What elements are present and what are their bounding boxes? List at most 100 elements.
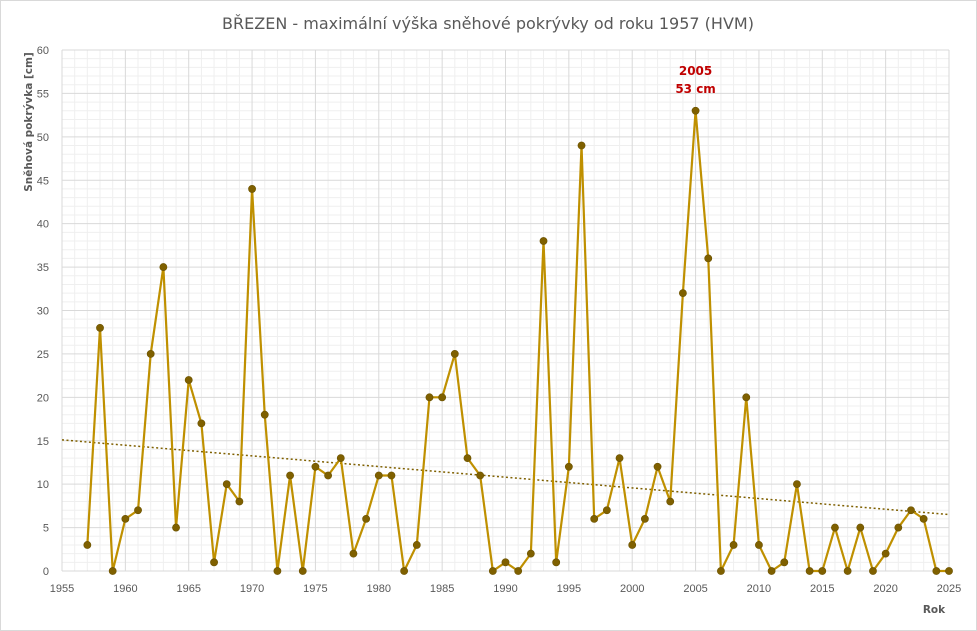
data-point (311, 462, 320, 471)
x-tick-label: 1975 (303, 583, 327, 595)
data-point (488, 567, 497, 575)
x-tick-label: 1985 (430, 583, 454, 595)
data-point (425, 393, 434, 402)
data-point (767, 567, 776, 575)
x-tick-label: 2010 (747, 583, 771, 595)
data-point (640, 515, 649, 523)
x-tick-label: 1995 (557, 583, 581, 595)
data-point (717, 567, 725, 575)
data-point (577, 141, 586, 150)
data-point (248, 185, 256, 193)
data-point (400, 567, 409, 575)
data-point (805, 567, 814, 575)
y-tick-label: 30 (37, 306, 49, 318)
data-point (843, 567, 852, 575)
data-point (184, 376, 193, 384)
data-point (780, 558, 789, 567)
data-point (628, 541, 637, 549)
data-point (476, 471, 485, 480)
y-tick-label: 20 (37, 392, 49, 404)
y-tick-label: 5 (43, 523, 49, 535)
data-point (679, 289, 687, 298)
data-point (755, 541, 763, 549)
x-tick-label: 1965 (176, 583, 200, 595)
y-tick-label: 45 (37, 175, 49, 187)
y-tick-label: 50 (37, 132, 49, 144)
data-point (450, 350, 459, 358)
data-point (932, 567, 941, 575)
y-tick-label: 0 (43, 566, 49, 578)
data-point (818, 567, 827, 575)
data-point (539, 237, 548, 245)
y-tick-label: 35 (37, 262, 49, 274)
data-point (552, 558, 561, 567)
data-point (96, 323, 104, 332)
data-point (704, 254, 713, 263)
x-tick-labels: 1955 1960 1965 1970 1975 1980 1985 1990 1995 2000… (50, 583, 961, 595)
data-point (666, 497, 675, 506)
data-point (526, 549, 535, 558)
x-tick-label: 1970 (240, 583, 264, 595)
y-tick-labels: 0 5 10 15 20 25 30 35 40 45 50 55 60 (37, 45, 49, 578)
data-point (501, 558, 510, 567)
data-point (869, 567, 877, 575)
y-tick-label: 40 (37, 219, 49, 231)
y-tick-label: 10 (37, 479, 49, 491)
data-point (831, 523, 839, 532)
data-point (691, 106, 700, 115)
data-point (793, 480, 801, 489)
y-axis-label: Sněhová pokrývka [cm] (23, 52, 35, 192)
data-point (602, 506, 611, 515)
x-tick-label: 1980 (367, 583, 391, 595)
y-tick-label: 55 (37, 88, 49, 100)
data-point (894, 523, 903, 532)
data-point (197, 419, 206, 428)
x-tick-label: 1955 (50, 583, 74, 595)
data-point (298, 567, 307, 575)
data-point (729, 541, 738, 549)
data-point (742, 393, 751, 402)
data-point (856, 523, 865, 532)
y-tick-label: 60 (37, 45, 49, 57)
y-tick-label: 25 (37, 349, 49, 361)
data-point (222, 480, 231, 489)
data-point (286, 471, 294, 480)
data-point (653, 462, 662, 471)
data-point (159, 263, 168, 271)
data-point (463, 454, 472, 463)
data-point (172, 523, 180, 532)
data-point (336, 454, 345, 463)
x-tick-label: 2025 (937, 583, 961, 595)
data-point (945, 567, 953, 575)
data-point (324, 471, 332, 480)
data-point (438, 393, 447, 402)
data-point (881, 549, 890, 558)
data-point (514, 567, 523, 575)
data-point (260, 410, 269, 419)
grid-lines (61, 49, 950, 572)
x-tick-label: 2020 (873, 583, 897, 595)
data-point (387, 471, 396, 480)
data-point (108, 567, 117, 575)
annotation-label: 53 cm (675, 82, 716, 96)
annotation-group: 2005 53 cm (675, 64, 716, 96)
data-point (374, 471, 383, 480)
data-point (412, 541, 421, 549)
x-tick-label: 2005 (683, 583, 707, 595)
data-point (564, 462, 573, 471)
chart-title: BŘEZEN - maximální výška sněhové pokrývk… (222, 14, 754, 33)
data-point (919, 515, 928, 523)
x-tick-label: 1960 (113, 583, 137, 595)
y-tick-label: 15 (37, 436, 49, 448)
data-point (907, 506, 915, 515)
data-point (273, 567, 282, 575)
data-point (615, 454, 624, 463)
data-point (210, 558, 218, 567)
data-point (235, 497, 244, 506)
x-axis-label: Rok (923, 604, 946, 616)
data-point (83, 541, 92, 549)
data-point (590, 515, 599, 523)
data-point (146, 350, 155, 358)
